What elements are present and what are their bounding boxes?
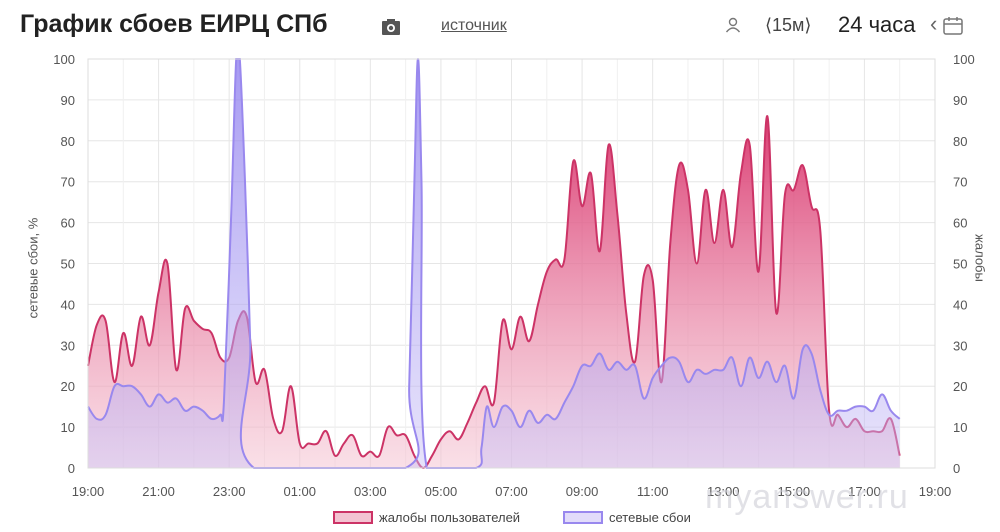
x-tick-label: 09:00 [566, 484, 599, 499]
y-tick-label-left: 50 [61, 257, 75, 272]
y-tick-label-right: 20 [953, 379, 967, 394]
y-tick-label-right: 60 [953, 216, 967, 231]
legend-complaints[interactable]: жалобы пользователей [333, 510, 520, 525]
y-tick-label-right: 30 [953, 338, 967, 353]
y-tick-label-left: 20 [61, 379, 75, 394]
y-tick-label-right: 10 [953, 420, 967, 435]
x-tick-label: 17:00 [848, 484, 881, 499]
x-tick-label: 05:00 [425, 484, 458, 499]
legend-outages-label: сетевые сбои [609, 510, 691, 525]
range-selector[interactable]: 24 часа [838, 12, 916, 37]
legend-outages-swatch [563, 511, 603, 524]
watermark: myanswer.ru [705, 478, 909, 516]
y-tick-label-right: 100 [953, 52, 975, 67]
x-tick-label: 07:00 [495, 484, 528, 499]
y-tick-label-right: 90 [953, 93, 967, 108]
y-tick-label-right: 80 [953, 134, 967, 149]
x-tick-label: 11:00 [637, 484, 669, 499]
y-tick-label-left: 70 [61, 175, 75, 190]
x-tick-label: 19:00 [919, 484, 952, 499]
y-tick-label-left: 90 [61, 93, 75, 108]
y-tick-label-left: 80 [61, 134, 75, 149]
source-link[interactable]: источник [441, 17, 507, 34]
x-tick-label: 03:00 [354, 484, 387, 499]
x-tick-label: 13:00 [707, 484, 740, 499]
y-tick-label-right: 40 [953, 297, 967, 312]
series-area-outages [88, 59, 900, 468]
series-layer [87, 57, 901, 470]
legend-complaints-swatch [333, 511, 373, 524]
y-tick-label-left: 60 [61, 216, 75, 231]
y-tick-label-left: 40 [61, 297, 75, 312]
page-title: График сбоев ЕИРЦ СПб [20, 10, 328, 38]
y-tick-label-left: 10 [61, 420, 75, 435]
y-tick-label-left: 0 [68, 461, 75, 476]
y-tick-label-right: 0 [953, 461, 960, 476]
axes: 0 0 10 10 20 20 30 30 40 40 50 50 60 60 70 70 80 80 90 90 10… [53, 52, 974, 499]
user-icon[interactable] [724, 16, 742, 34]
camera-icon[interactable] [381, 17, 401, 37]
calendar-nav[interactable]: ‹ [930, 11, 972, 37]
x-tick-label: 01:00 [283, 484, 316, 499]
interval-selector[interactable]: ⟨15м⟩ [765, 15, 812, 35]
y-tick-label-left: 30 [61, 338, 75, 353]
y-tick-label-right: 70 [953, 175, 967, 190]
calendar-icon[interactable] [942, 15, 964, 37]
series-line-outages [87, 57, 901, 470]
plot-frame [87, 58, 936, 469]
x-tick-label: 15:00 [778, 484, 811, 499]
legend-outages[interactable]: сетевые сбои [563, 510, 691, 525]
prev-range-button[interactable]: ‹ [930, 11, 938, 36]
legend-complaints-label: жалобы пользователей [379, 510, 521, 525]
x-tick-label: 19:00 [72, 484, 105, 499]
y-tick-label-left: 100 [53, 52, 75, 67]
x-tick-label: 23:00 [213, 484, 246, 499]
x-tick-label: 21:00 [142, 484, 175, 499]
y-tick-label-right: 50 [953, 257, 967, 272]
